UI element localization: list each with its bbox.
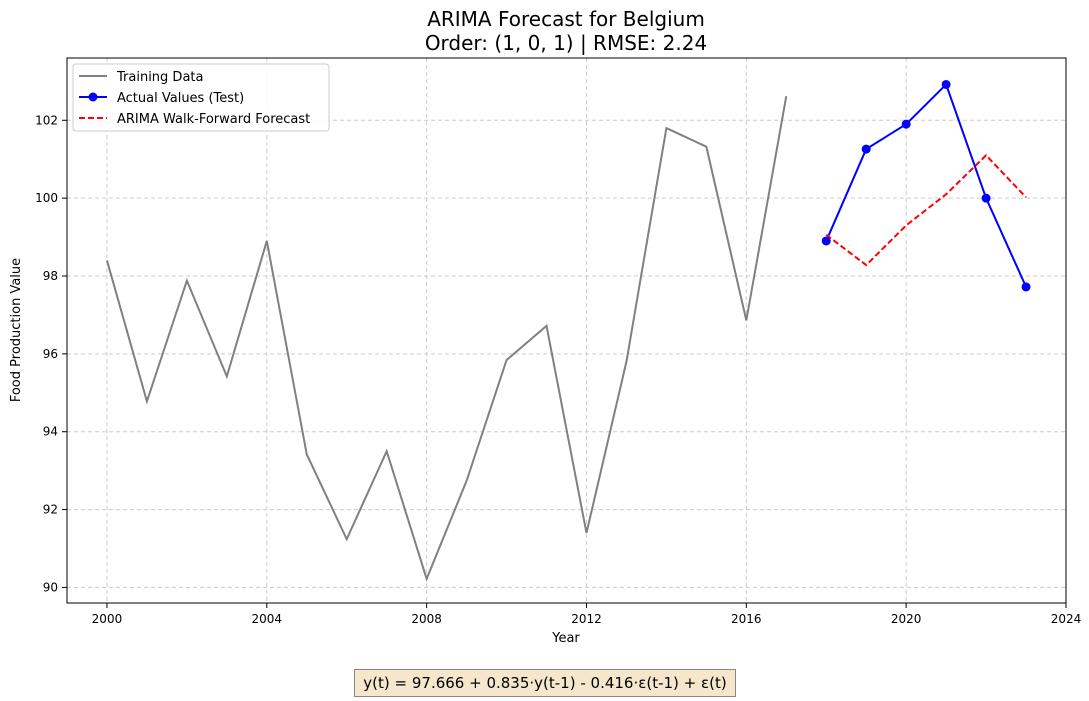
y-tick-label: 102 (35, 113, 58, 127)
x-tick-label: 2000 (92, 612, 123, 626)
x-tick-label: 2020 (891, 612, 922, 626)
y-tick-label: 96 (43, 347, 58, 361)
x-tick-label: 2012 (571, 612, 602, 626)
legend: Training Data Actual Values (Test) ARIMA… (72, 63, 330, 132)
x-tick-label: 2024 (1051, 612, 1082, 626)
legend-label-training: Training Data (116, 70, 203, 85)
x-axis-title: Year (551, 631, 580, 646)
actual-value-point (981, 193, 991, 203)
legend-box (72, 63, 330, 132)
legend-label-forecast: ARIMA Walk-Forward Forecast (117, 112, 310, 127)
actual-value-point (861, 144, 871, 154)
x-tick-label: 2004 (252, 612, 283, 626)
forecast-line (825, 153, 1027, 267)
series-layer (105, 79, 1031, 582)
actual-value-point (1021, 282, 1031, 292)
actual-value-point (941, 79, 951, 89)
training-data-line (105, 95, 788, 582)
y-tick-label: 92 (43, 503, 58, 517)
actual-value-point (821, 236, 831, 246)
plot-frame (66, 57, 1067, 604)
legend-label-actual: Actual Values (Test) (117, 91, 244, 106)
y-tick-label: 98 (43, 269, 58, 283)
chart-title-line-2: Order: (1, 0, 1) | RMSE: 2.24 (425, 31, 707, 55)
x-tick-label: 2016 (731, 612, 762, 626)
x-tick-label: 2008 (411, 612, 442, 626)
y-axis-title: Food Production Value (9, 258, 24, 402)
actual-value-point (901, 119, 911, 129)
y-tick-label: 100 (35, 191, 58, 205)
actual-values-line (825, 82, 1027, 288)
model-formula-box: y(t) = 97.666 + 0.835·y(t-1) - 0.416·ε(t… (354, 669, 736, 697)
y-tick-label: 94 (43, 425, 58, 439)
y-tick-label: 90 (43, 580, 58, 594)
chart-title-line-1: ARIMA Forecast for Belgium (427, 7, 705, 31)
legend-marker-actual (88, 92, 98, 102)
ticks: 2000 2004 2008 2012 2016 2020 2024 90 92 94 96 98 10… (35, 113, 1081, 626)
